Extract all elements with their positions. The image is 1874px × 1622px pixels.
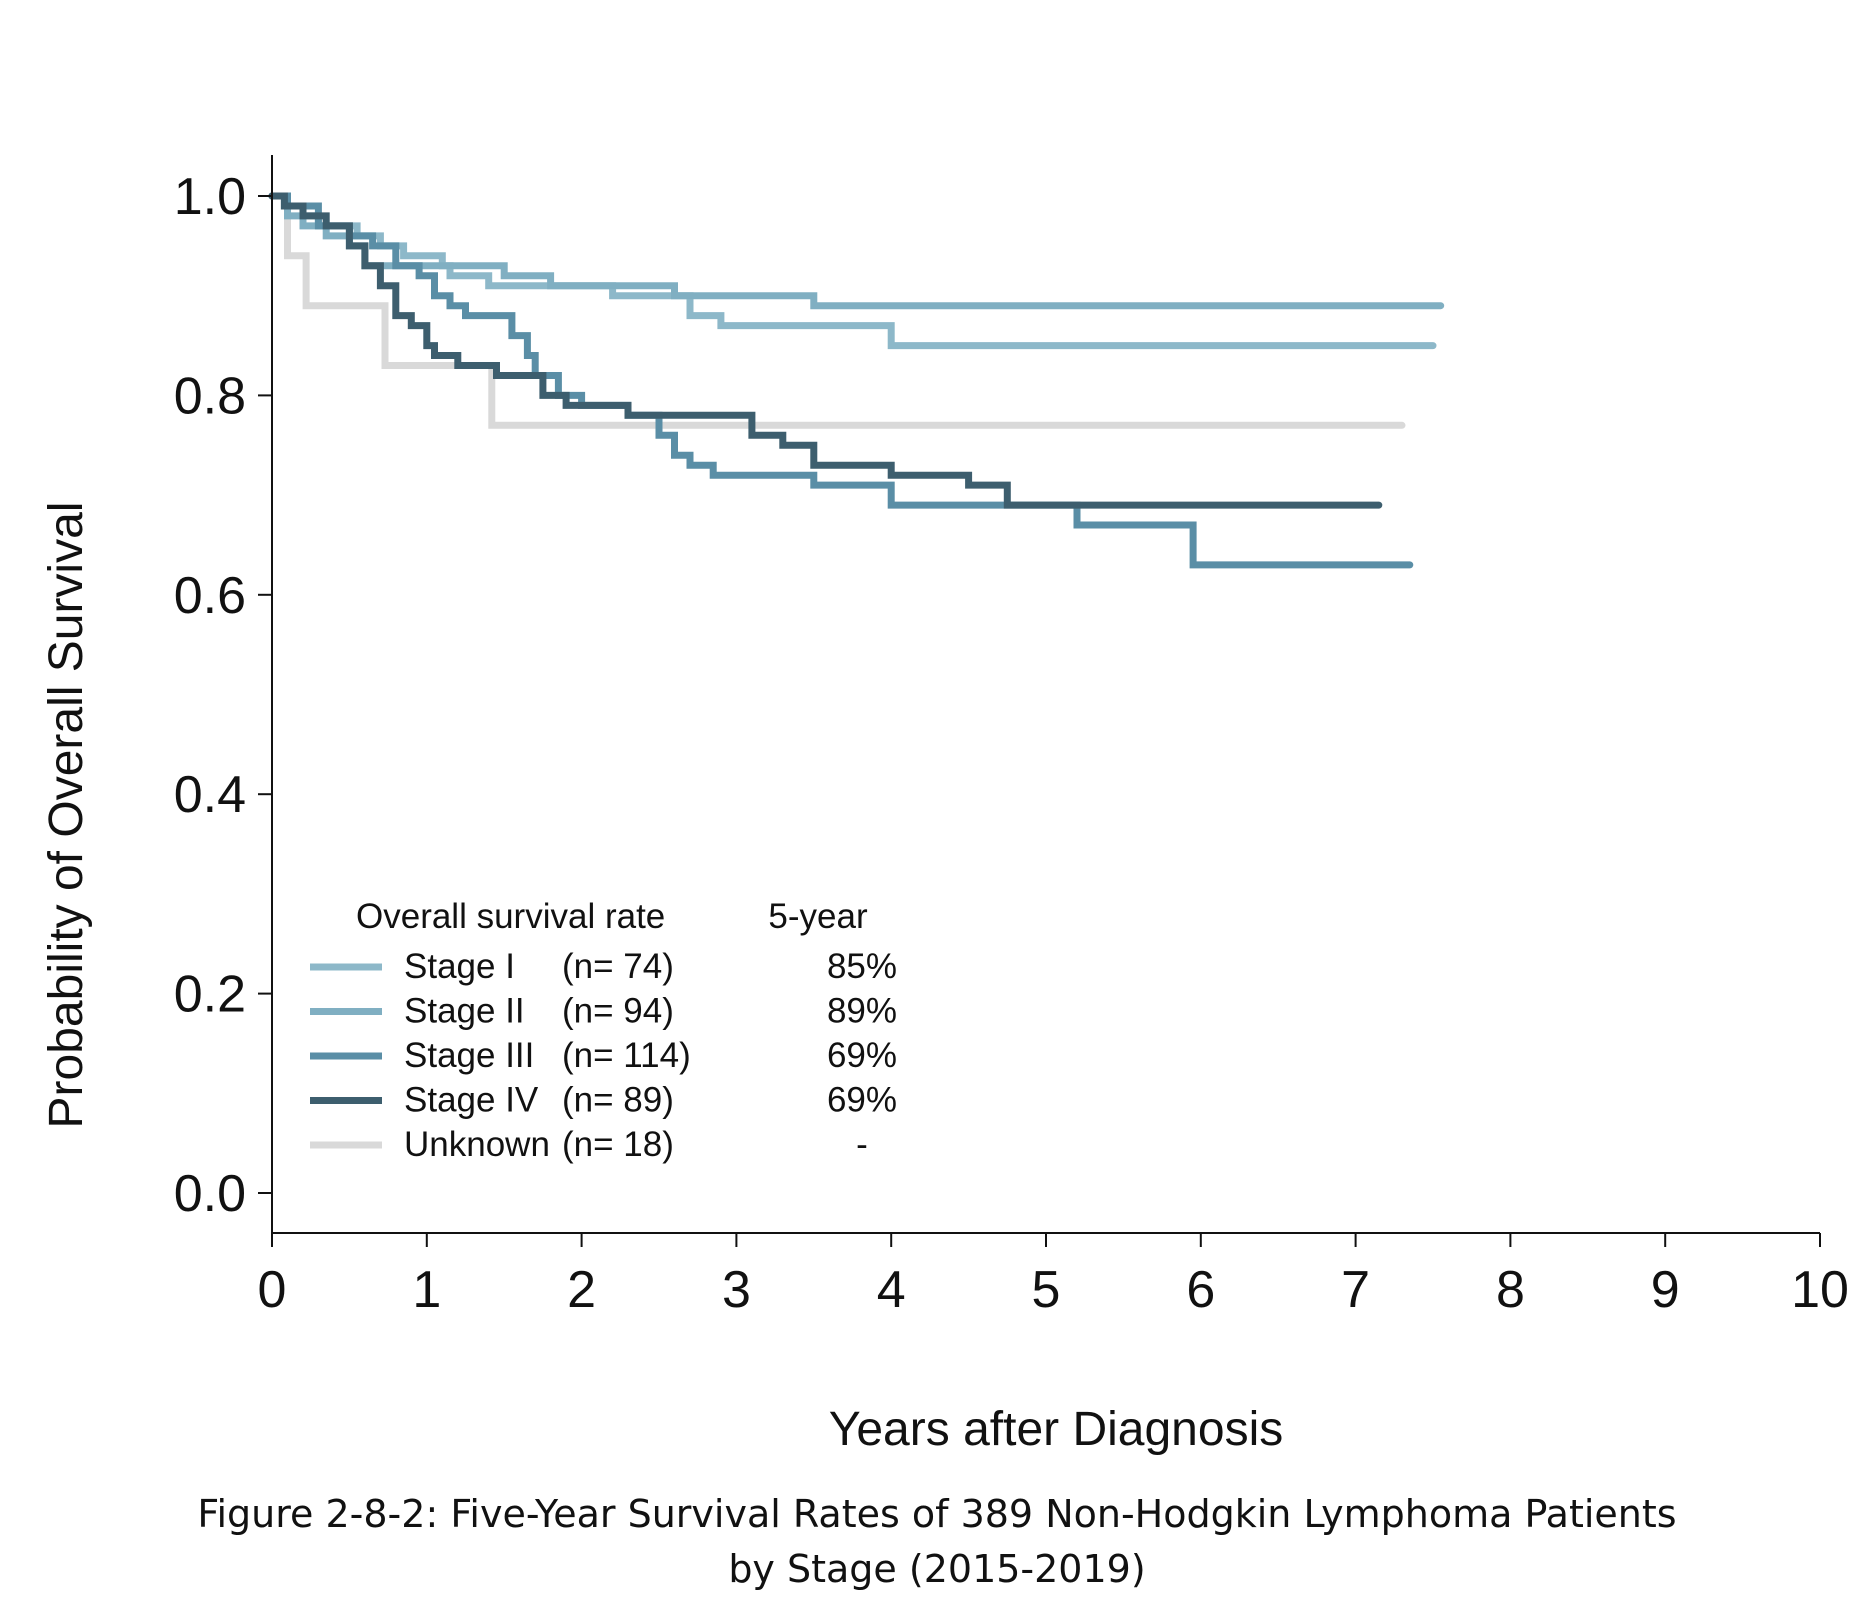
y-tick-label: 0.6: [174, 567, 246, 625]
y-axis-label: Probability of Overall Survival: [40, 502, 93, 1129]
x-tick-label: 2: [567, 1261, 596, 1319]
legend-rate-unknown: -: [856, 1125, 868, 1164]
y-tick-label: 0.2: [174, 966, 246, 1024]
x-tick-label: 4: [877, 1261, 906, 1319]
legend-count-unknown: (n= 18): [562, 1125, 674, 1164]
legend-rate-stage-iii: 69%: [827, 1036, 897, 1075]
legend-count-stage-iii: (n= 114): [562, 1036, 691, 1075]
y-tick-label: 1.0: [174, 168, 246, 226]
legend-rate-header: 5-year: [768, 897, 868, 936]
x-tick-label: 9: [1651, 1261, 1680, 1319]
x-tick-label: 8: [1496, 1261, 1525, 1319]
x-tick-label: 6: [1186, 1261, 1215, 1319]
series-line-stage-ii: [268, 192, 1445, 310]
series-line-stage-iv: [268, 192, 1383, 509]
legend-label-stage-ii: Stage II: [404, 992, 525, 1031]
legend-count-stage-iv: (n= 89): [562, 1081, 674, 1120]
x-axis-label: Years after Diagnosis: [829, 1403, 1283, 1456]
legend-label-unknown: Unknown: [404, 1125, 550, 1164]
legend-label-stage-iii: Stage III: [404, 1036, 534, 1075]
legend-header: Overall survival rate: [356, 897, 665, 936]
legend: Overall survival rate 5-year Stage I (n= 74…: [310, 897, 897, 1164]
survival-curves: [268, 192, 1445, 569]
legend-count-stage-i: (n= 74): [562, 947, 674, 986]
series-line-unknown: [268, 192, 1406, 429]
x-tick-label: 3: [722, 1261, 751, 1319]
x-axis-ticks: 0 1 2 3 4 5 6 7 8 9 10: [258, 1233, 1849, 1319]
y-tick-label: 0.0: [174, 1165, 246, 1223]
x-tick-label: 7: [1341, 1261, 1370, 1319]
legend-rate-stage-iv: 69%: [827, 1081, 897, 1120]
y-tick-label: 0.4: [174, 766, 246, 824]
y-axis-ticks: 0.0 0.2 0.4 0.6 0.8 1.0: [174, 168, 272, 1223]
legend-label-stage-iv: Stage IV: [404, 1081, 539, 1120]
x-tick-label: 0: [258, 1261, 287, 1319]
x-tick-label: 1: [412, 1261, 441, 1319]
y-tick-label: 0.8: [174, 367, 246, 425]
legend-count-stage-ii: (n= 94): [562, 992, 674, 1031]
legend-rate-stage-ii: 89%: [827, 992, 897, 1031]
figure-caption-line-1: Figure 2-8-2: Five-Year Survival Rates o…: [197, 1492, 1677, 1536]
legend-rate-stage-i: 85%: [827, 947, 897, 986]
series-line-stage-iii: [268, 192, 1414, 569]
x-tick-label: 10: [1791, 1261, 1849, 1319]
x-tick-label: 5: [1032, 1261, 1061, 1319]
figure-caption-line-2: by Stage (2015-2019): [728, 1547, 1146, 1591]
legend-label-stage-i: Stage I: [404, 947, 515, 986]
series-line-stage-i: [268, 192, 1437, 350]
